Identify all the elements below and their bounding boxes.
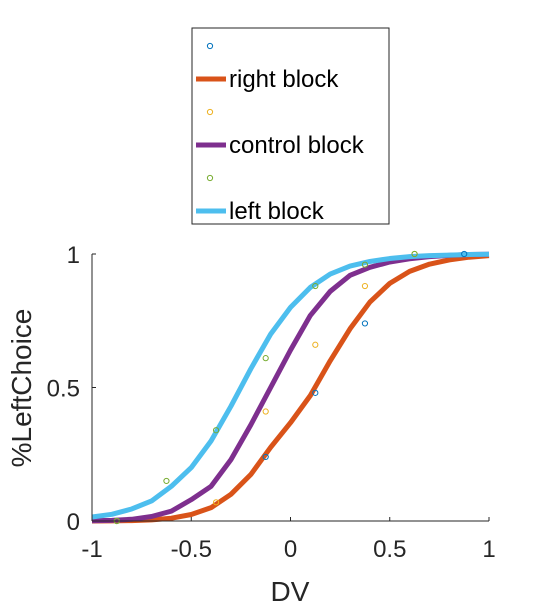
legend-marker (206, 42, 214, 50)
data-point (212, 427, 220, 434)
series-line-3 (91, 251, 490, 524)
data-point (262, 453, 269, 461)
data-point (312, 282, 319, 290)
data-point (262, 408, 269, 415)
legend-label: right block (229, 66, 339, 93)
series-line-1 (91, 253, 490, 524)
x-axis-title: DV (271, 576, 310, 607)
legend-marker (206, 174, 214, 182)
legend: right block control block left block (191, 27, 390, 225)
data-point (361, 320, 369, 327)
data-point (411, 250, 418, 258)
data-point (212, 499, 220, 506)
x-tick-label: -1 (81, 536, 102, 563)
data-point (361, 282, 369, 290)
y-tick-label: 1 (67, 242, 80, 269)
x-tick-label: 0.5 (373, 536, 406, 563)
legend-label: left block (229, 198, 325, 225)
x-tick-label: 0 (284, 536, 297, 563)
data-point (312, 341, 319, 348)
data-point (262, 355, 269, 362)
y-tick-label: 0 (67, 509, 80, 536)
plot-area (91, 250, 490, 525)
series-line-5 (91, 251, 490, 520)
legend-marker (206, 108, 214, 116)
data-point (461, 250, 468, 258)
ticks: -1 -0.5 0 0.5 1 0 0.5 1 (47, 242, 496, 563)
legend-box (191, 27, 390, 225)
data-point (163, 477, 170, 485)
y-axis-title: %LeftChoice (6, 309, 37, 468)
y-tick-label: 0.5 (47, 376, 80, 403)
x-tick-label: 1 (482, 536, 495, 563)
data-point (361, 261, 369, 268)
legend-entries: right block control block left block (196, 42, 365, 225)
x-tick-label: -0.5 (171, 536, 212, 563)
legend-label: control block (229, 132, 365, 159)
data-point (312, 389, 319, 396)
axes (91, 254, 489, 522)
